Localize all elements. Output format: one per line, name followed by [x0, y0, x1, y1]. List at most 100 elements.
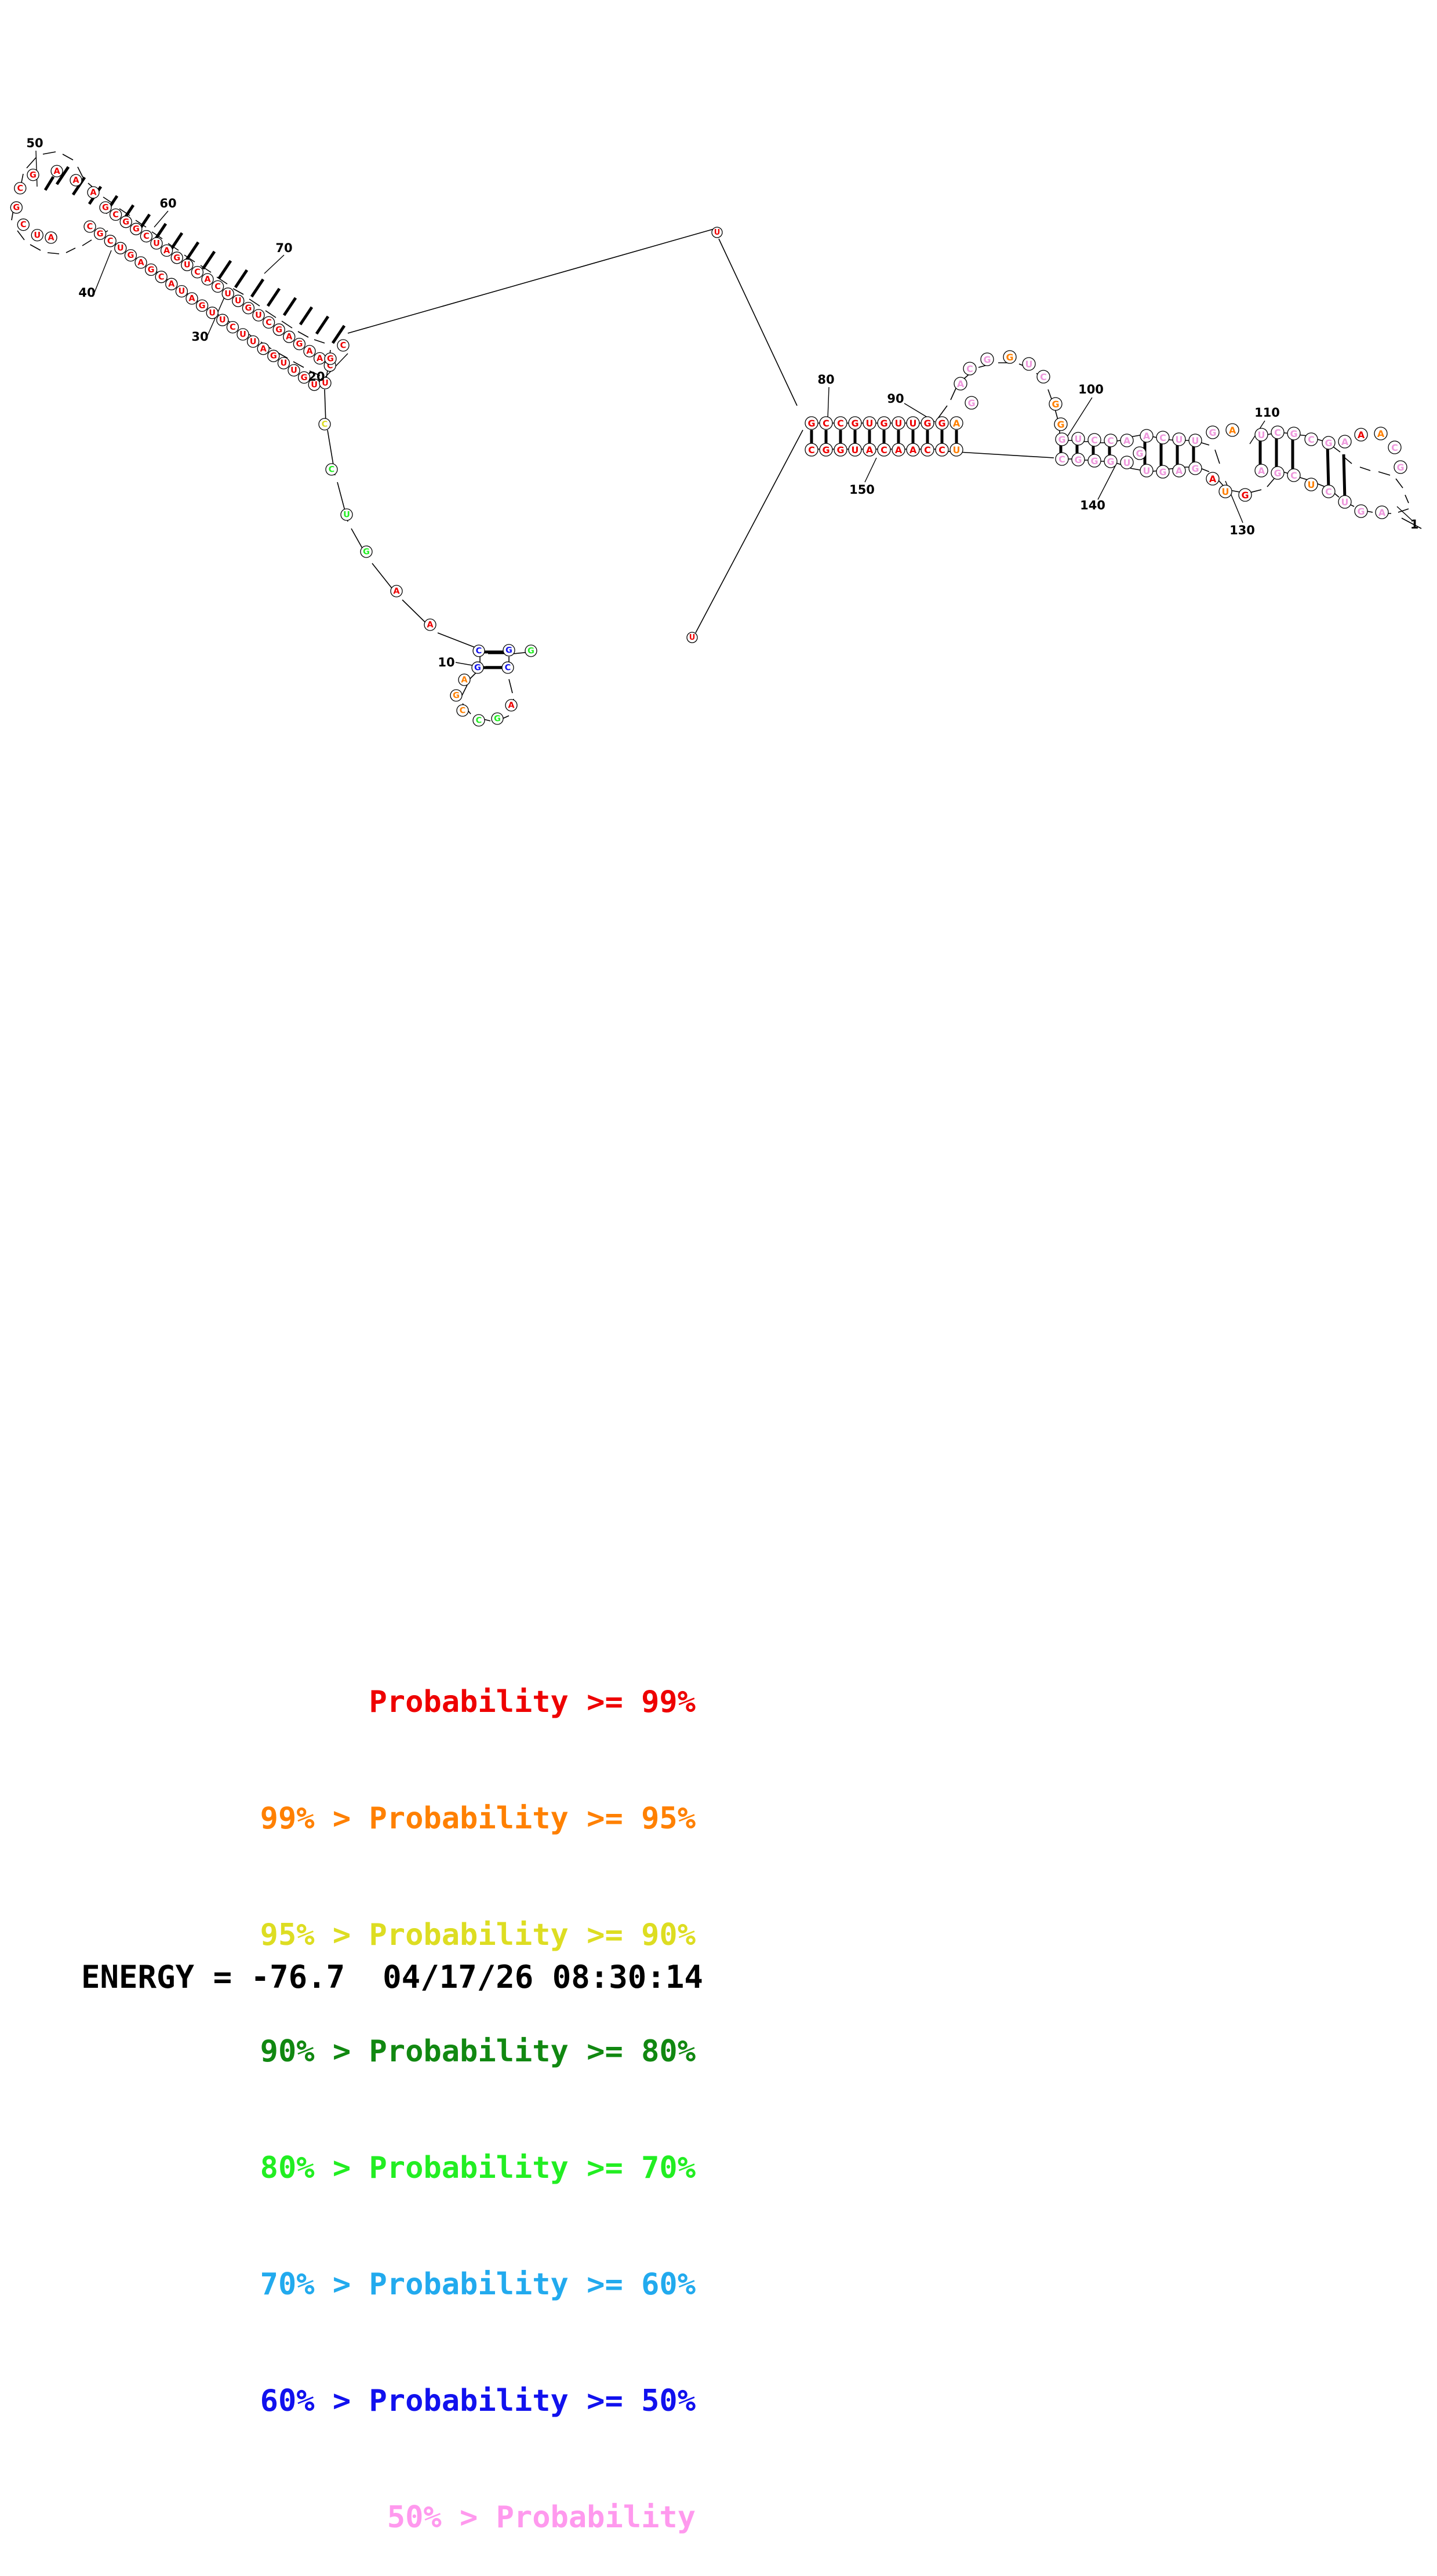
svg-text:G: G	[1357, 506, 1365, 517]
svg-text:G: G	[822, 444, 830, 456]
svg-text:G: G	[1396, 462, 1404, 473]
nucleotide: G	[1054, 417, 1068, 431]
svg-text:G: G	[527, 647, 534, 656]
svg-text:A: A	[1358, 429, 1365, 440]
svg-text:C: C	[158, 272, 165, 282]
svg-text:U: U	[34, 231, 41, 240]
nucleotide: C	[1156, 431, 1170, 444]
svg-text:C: C	[476, 716, 482, 726]
svg-text:U: U	[852, 444, 859, 456]
nucleotide: G	[805, 416, 818, 430]
svg-text:C: C	[143, 232, 150, 241]
svg-text:U: U	[224, 289, 231, 298]
nucleotide: U	[1172, 432, 1186, 446]
position-label: 150	[849, 483, 875, 497]
svg-text:C: C	[505, 664, 511, 673]
svg-text:C: C	[881, 444, 887, 456]
svg-text:U: U	[1341, 497, 1349, 508]
nucleotide: U	[246, 335, 260, 348]
position-label: 30	[191, 330, 208, 344]
nucleotide: C	[1388, 440, 1402, 454]
svg-text:A: A	[316, 354, 323, 363]
svg-text:C: C	[823, 418, 830, 429]
svg-text:G: G	[1006, 352, 1013, 363]
svg-text:C: C	[194, 268, 201, 277]
legend-row-0: Probability >= 99%	[369, 1685, 696, 1719]
nucleotide: U	[686, 632, 698, 643]
nucleotide: U	[1254, 428, 1268, 442]
svg-text:C: C	[1290, 470, 1297, 481]
nucleotide: A	[257, 343, 270, 355]
svg-text:A: A	[461, 676, 468, 685]
nucleotide: G	[195, 299, 209, 312]
nucleotide: A	[50, 165, 63, 177]
svg-text:C: C	[476, 647, 482, 656]
nucleotide: U	[863, 416, 876, 430]
svg-text:G: G	[122, 217, 129, 227]
svg-text:C: C	[1040, 371, 1047, 382]
nucleotide: A	[313, 352, 326, 365]
nucleotide: C	[262, 316, 275, 329]
svg-text:C: C	[1159, 432, 1166, 443]
position-label: 50	[26, 136, 43, 150]
svg-text:C: C	[17, 184, 23, 193]
svg-text:U: U	[1075, 433, 1082, 444]
svg-text:A: A	[306, 347, 313, 356]
nucleotide: G	[360, 545, 373, 558]
svg-text:G: G	[1241, 490, 1249, 501]
svg-text:C: C	[112, 210, 119, 220]
svg-text:C: C	[924, 444, 931, 456]
svg-text:G: G	[13, 203, 20, 213]
svg-text:U: U	[1258, 429, 1265, 440]
svg-text:A: A	[53, 167, 60, 176]
nucleotide: G	[119, 216, 132, 228]
svg-text:C: C	[265, 318, 272, 327]
position-label: 20	[308, 370, 325, 384]
nucleotide: U	[1071, 432, 1085, 446]
svg-text:U: U	[910, 418, 917, 429]
svg-text:U: U	[311, 380, 318, 389]
svg-text:C: C	[1391, 442, 1398, 453]
position-label: 80	[817, 373, 834, 387]
svg-text:C: C	[87, 223, 93, 232]
nucleotide: C	[140, 229, 153, 243]
nucleotide: C	[1322, 484, 1336, 498]
svg-text:C: C	[327, 361, 333, 370]
nucleotide: C	[921, 443, 934, 457]
svg-text:C: C	[329, 465, 335, 475]
svg-text:C: C	[966, 363, 973, 374]
nucleotide: U	[848, 443, 862, 457]
nucleotide: U	[1120, 456, 1134, 469]
nucleotide: A	[1172, 464, 1186, 478]
nucleotide: C	[337, 339, 350, 352]
nucleotide: A	[906, 443, 920, 457]
svg-text:A: A	[895, 444, 903, 456]
position-label: 10	[438, 655, 454, 669]
nucleotide: G	[27, 169, 39, 181]
svg-text:G: G	[102, 203, 109, 213]
nucleotide: U	[252, 309, 265, 322]
nucleotide: U	[206, 307, 219, 319]
svg-text:U: U	[179, 287, 185, 296]
nucleotide: C	[104, 235, 117, 247]
nucleotide: G	[1156, 465, 1170, 479]
svg-text:A: A	[1123, 435, 1131, 446]
svg-text:U: U	[184, 261, 191, 270]
nucleotide: C	[1036, 370, 1050, 384]
nucleotide: G	[450, 689, 463, 702]
nucleotide: C	[963, 362, 977, 376]
svg-text:G: G	[363, 548, 370, 557]
svg-text:U: U	[1176, 434, 1183, 445]
nucleotide: U	[288, 364, 300, 377]
nucleotide: C	[935, 443, 949, 457]
nucleotide: U	[1022, 357, 1036, 371]
position-label: 110	[1254, 406, 1280, 420]
svg-text:G: G	[173, 253, 180, 263]
nucleotide: A	[283, 330, 296, 343]
nucleotide: C	[1087, 433, 1101, 447]
svg-text:G: G	[836, 444, 844, 456]
nucleotide: C	[834, 416, 847, 430]
nucleotide: U	[340, 508, 353, 521]
